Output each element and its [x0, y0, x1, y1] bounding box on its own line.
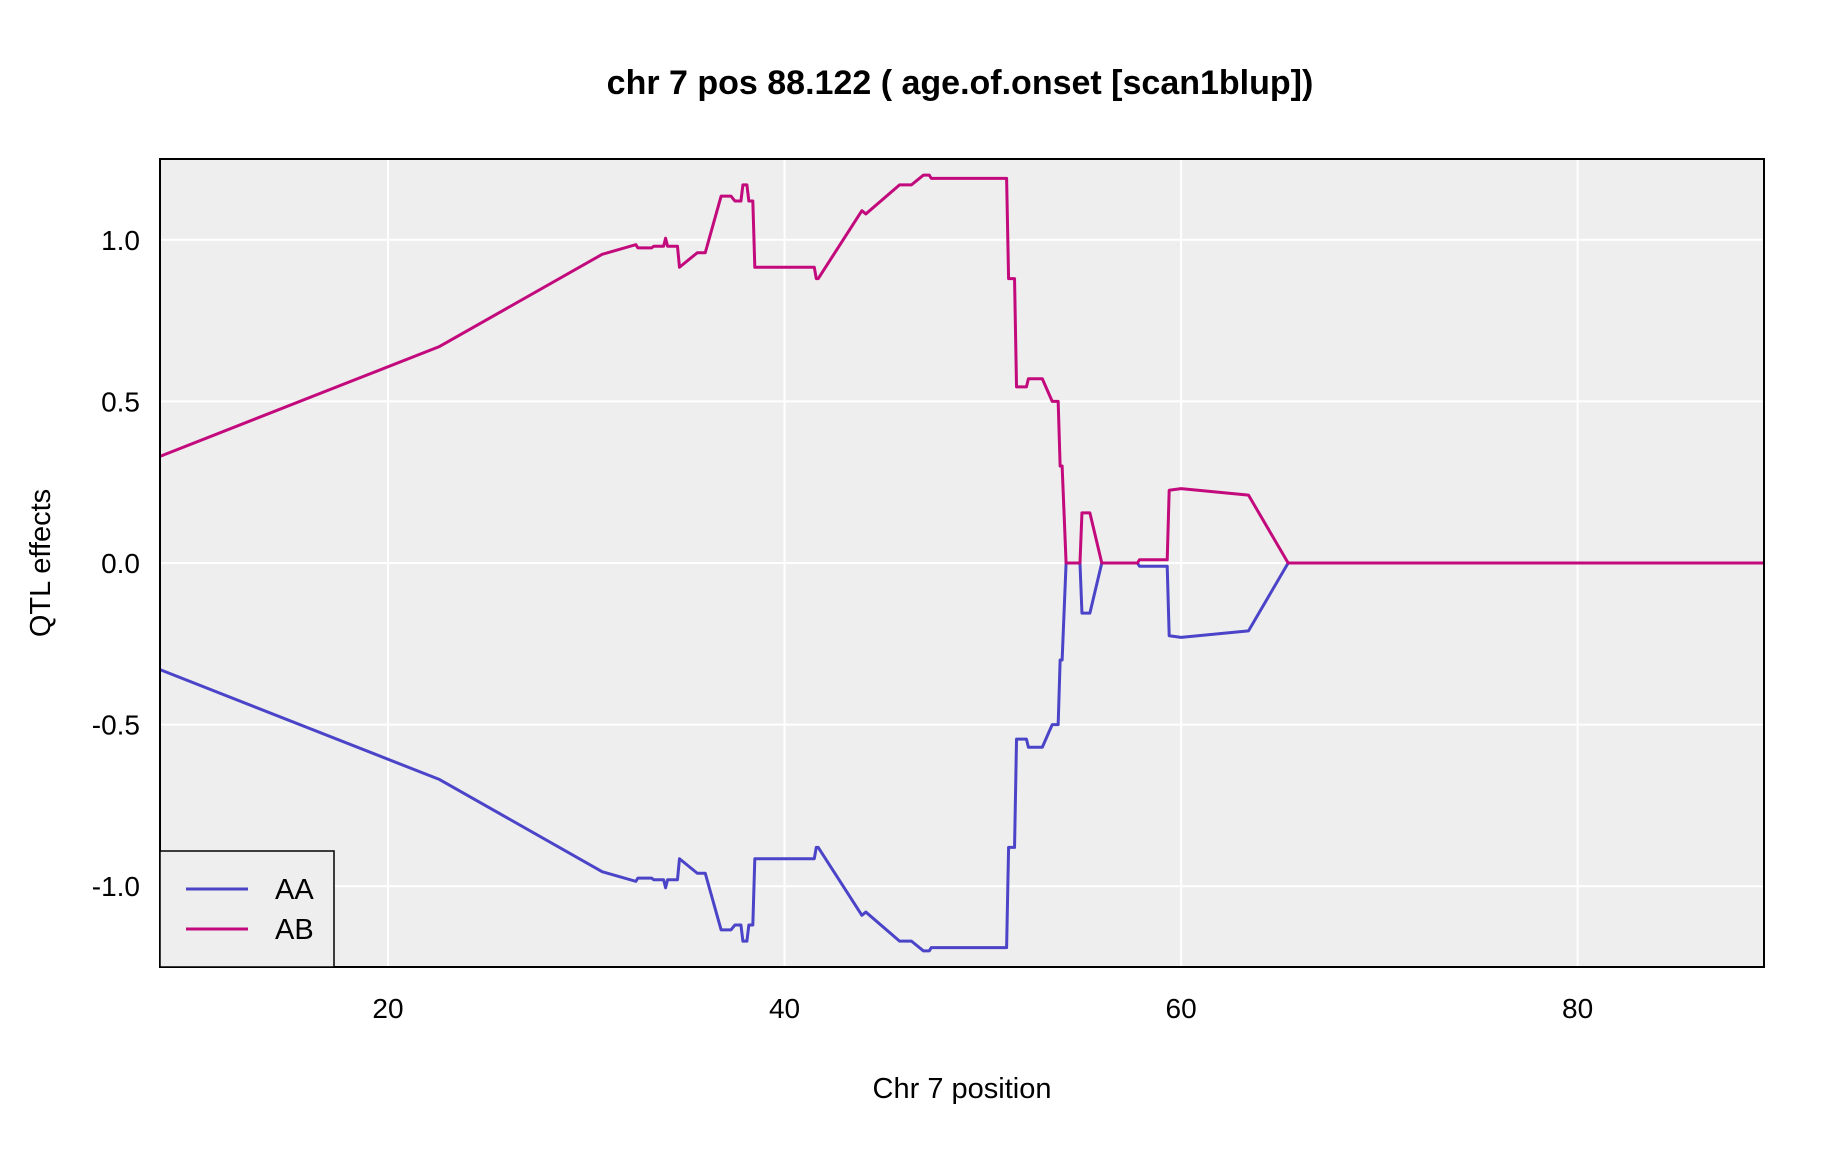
y-tick-label: 1.0 — [101, 225, 140, 256]
y-axis-label: QTL effects — [25, 489, 57, 637]
y-tick-label: -0.5 — [92, 710, 140, 741]
legend: AA AB — [159, 850, 335, 968]
legend-label-aa: AA — [275, 874, 314, 906]
y-tick-label: -1.0 — [92, 871, 140, 902]
x-tick-label: 60 — [1166, 993, 1197, 1024]
series-lines — [159, 173, 1764, 953]
y-tick-label: 0.0 — [101, 548, 140, 579]
x-axis-ticks: 20 40 60 80 — [372, 993, 1593, 1024]
plot-frame — [159, 158, 1765, 968]
x-tick-label: 80 — [1562, 993, 1593, 1024]
x-axis-label: Chr 7 position — [873, 1073, 1052, 1105]
legend-label-ab: AB — [275, 914, 314, 946]
x-tick-label: 40 — [769, 993, 800, 1024]
x-tick-label: 20 — [372, 993, 403, 1024]
chart-title: chr 7 pos 88.122 ( age.of.onset [scan1bl… — [607, 64, 1314, 102]
y-tick-label: 0.5 — [101, 386, 140, 417]
series-line-aa — [159, 561, 1764, 953]
legend-box — [159, 850, 335, 968]
y-axis-ticks: -1.0 -0.5 0.0 0.5 1.0 — [92, 225, 140, 902]
series-line-ab — [159, 173, 1764, 565]
